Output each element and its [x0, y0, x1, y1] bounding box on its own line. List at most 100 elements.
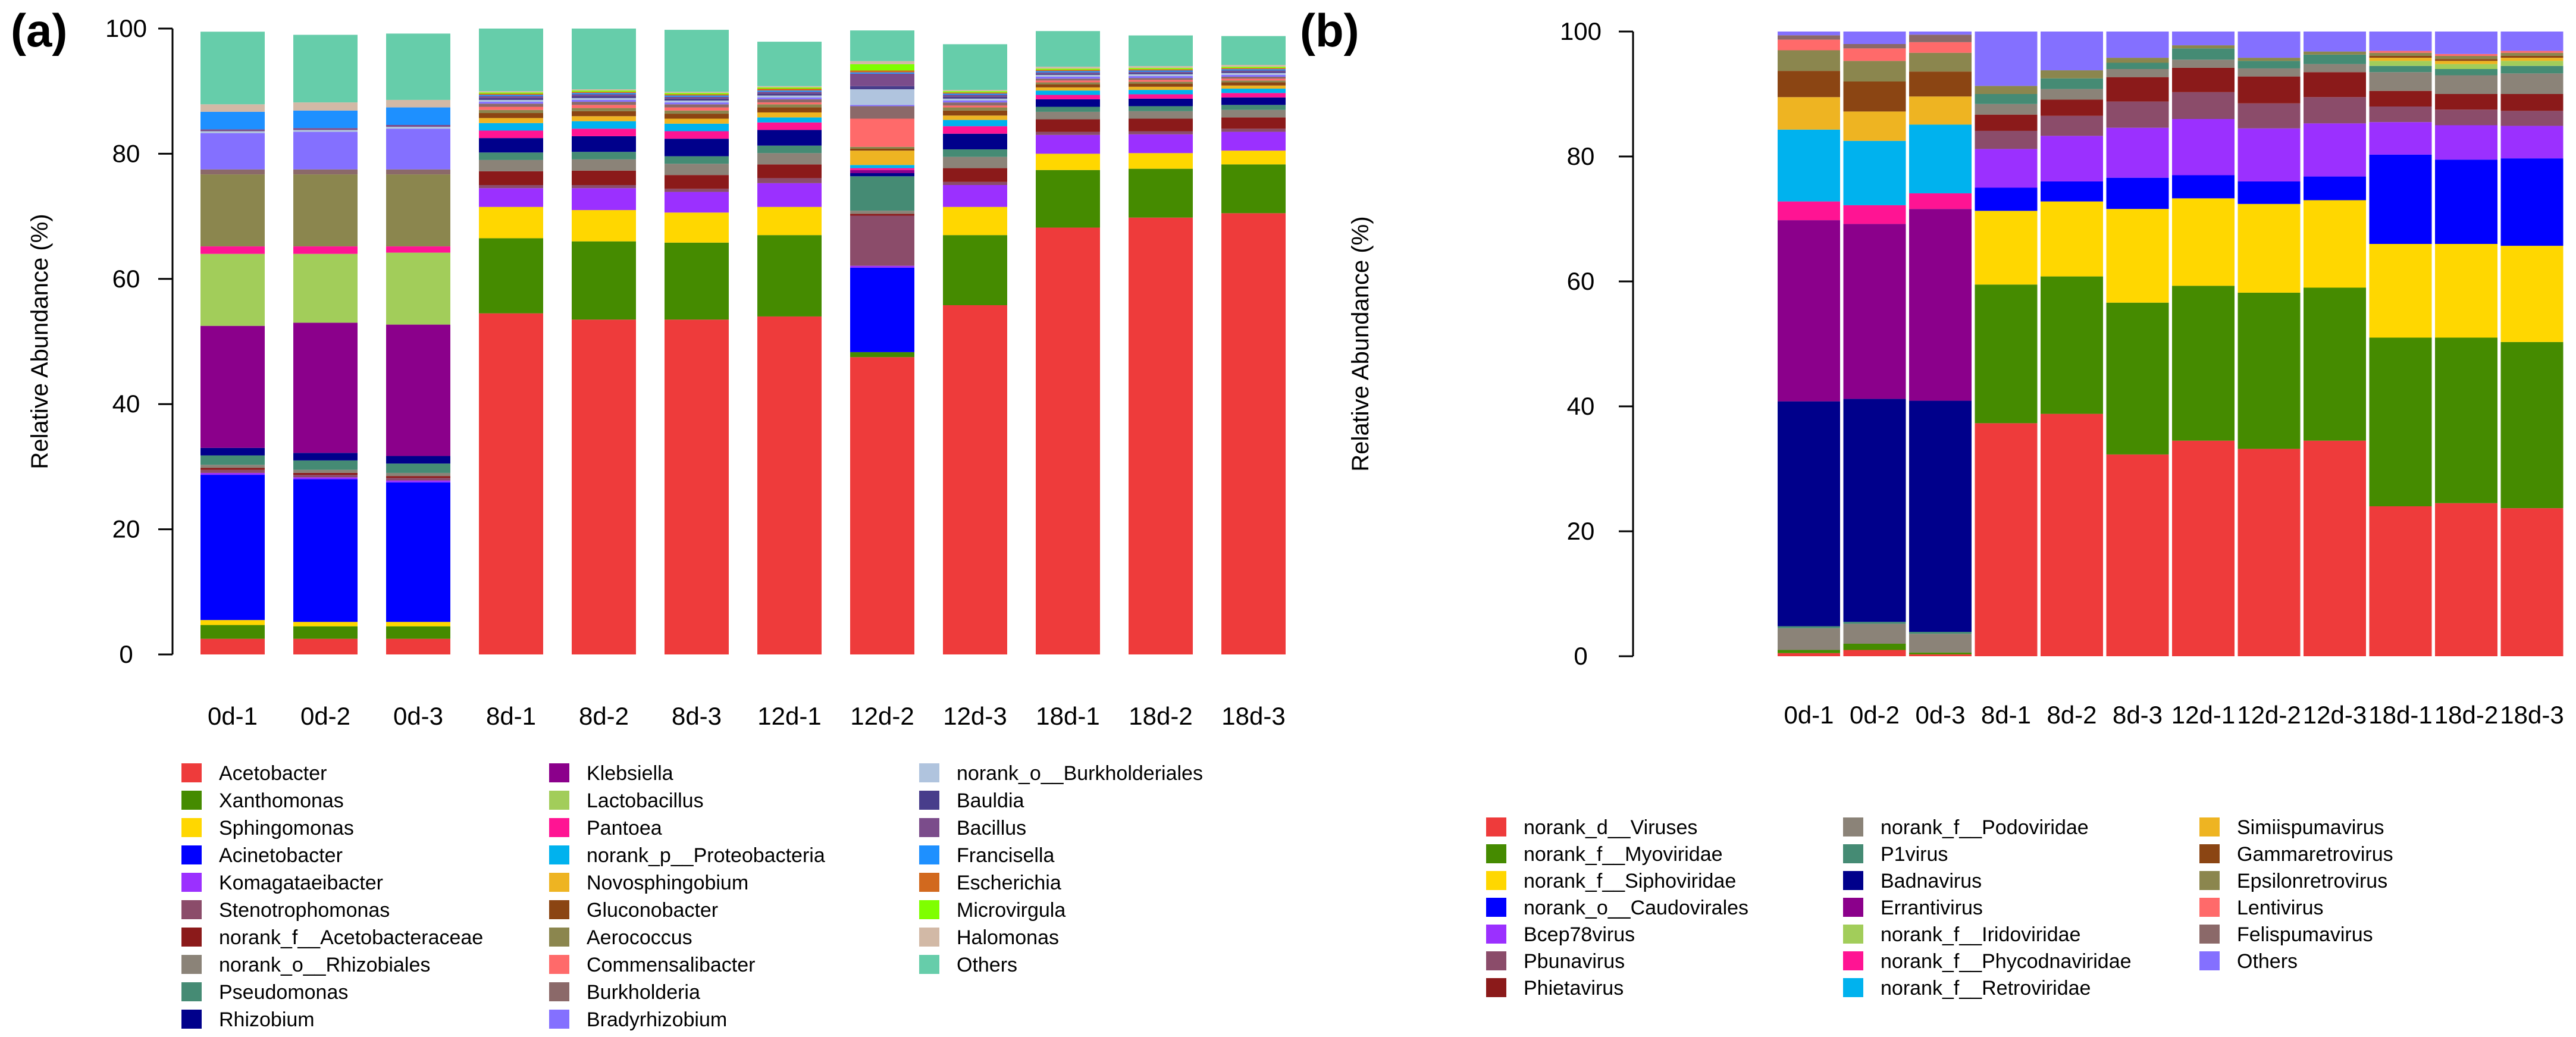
legend-item-norank-f-retroviridae: norank_f__Retroviridae [1843, 977, 2091, 1000]
segment-commensalibacter-18d-2 [1129, 80, 1193, 82]
segment-norank-o-burkholderiales-0d-2 [293, 130, 358, 132]
segment-phietavirus-8d-2 [2041, 99, 2103, 116]
segment-norank-o-caudovirales-18d-2 [2435, 159, 2497, 244]
segment-norank-o-caudovirales-12d-2 [2237, 181, 2301, 204]
segment-pantoea-18d-3 [1221, 93, 1286, 98]
legend-item-lentivirus: Lentivirus [2199, 897, 2324, 919]
legend-item-norank-f-acetobacteraceae: norank_f__Acetobacteraceae [181, 926, 483, 949]
segment-xanthomonas-18d-2 [1129, 168, 1193, 218]
segment-pantoea-12d-1 [757, 122, 822, 130]
segment-norank-o-caudovirales-12d-3 [2304, 176, 2366, 200]
segment-norank-f-siphoviridae-18d-3 [2500, 246, 2564, 342]
x-tick-label: 18d-1 [1036, 702, 1099, 730]
segment-lentivirus-0d-1 [1778, 39, 1840, 51]
segment-bcep78virus-8d-3 [2106, 127, 2169, 178]
legend-swatch [549, 1010, 569, 1029]
legend-swatch [919, 900, 939, 919]
segment-bauldia-18d-1 [1036, 73, 1100, 75]
segment-norank-f-podoviridae-0d-3 [1909, 634, 1972, 653]
segment-p1virus-0d-3 [1909, 632, 1972, 634]
segment-bradyrhizobium-18d-1 [1036, 77, 1100, 79]
segment-pbunavirus-12d-1 [2172, 92, 2235, 119]
segment-bacillus-12d-3 [943, 95, 1007, 97]
segment-epsilonretrovirus-8d-3 [2106, 58, 2169, 63]
segment-felispumavirus-0d-3 [1909, 35, 1972, 42]
segment-acinetobacter-0d-3 [386, 482, 450, 622]
legend-label: Bradyrhizobium [587, 1008, 727, 1031]
segment-norank-o-caudovirales-8d-2 [2041, 181, 2103, 202]
segment-rhizobium-12d-1 [757, 130, 822, 146]
legend-label: norank_f__Iridoviridae [1881, 923, 2080, 946]
segment-microvirgula-12d-1 [757, 87, 822, 89]
segment-norank-o-burkholderiales-18d-3 [1221, 73, 1286, 75]
segment-others-8d-2 [572, 29, 636, 90]
legend-label: Klebsiella [587, 762, 673, 785]
segment-bcep78virus-18d-2 [2435, 125, 2497, 160]
segment-gluconobacter-8d-1 [479, 113, 543, 118]
segment-burkholderia-18d-2 [1129, 78, 1193, 80]
y-tick-label: 0 [1574, 642, 1587, 670]
x-tick-label: 18d-1 [2368, 701, 2432, 729]
x-tick-label: 8d-3 [672, 702, 722, 730]
segment-xanthomonas-18d-3 [1221, 164, 1286, 214]
legend-label: Epsilonretrovirus [2237, 870, 2387, 892]
segment-klebsiella-0d-2 [293, 322, 358, 453]
legend-swatch [2199, 844, 2220, 863]
segment-escherichia-18d-3 [1221, 68, 1286, 70]
legend-swatch [2199, 951, 2220, 970]
segment-burkholderia-8d-1 [479, 104, 543, 107]
segment-pantoea-18d-2 [1129, 94, 1193, 99]
segment-badnavirus-0d-2 [1843, 399, 1906, 622]
segment-gluconobacter-12d-1 [757, 107, 822, 112]
segment-others-18d-3 [2500, 32, 2564, 51]
segment-bacillus-18d-2 [1129, 71, 1193, 73]
segment-bacillus-12d-1 [757, 92, 822, 94]
legend: Acetobacter Xanthomonas Sphingomonas Acinet… [181, 762, 1203, 1031]
bar-8d-3 [665, 30, 729, 654]
segment-norank-f-retroviridae-0d-1 [1778, 129, 1840, 202]
segment-norank-p-proteobacteria-12d-3 [943, 120, 1007, 127]
legend-label: norank_f__Retroviridae [1881, 977, 2091, 1000]
segment-norank-f-podoviridae-18d-3 [2500, 73, 2564, 94]
segment-pbunavirus-8d-1 [1975, 130, 2038, 149]
segment-epsilonretrovirus-12d-2 [2237, 58, 2301, 61]
bar-18d-2 [1129, 35, 1193, 655]
segment-epsilonretrovirus-0d-1 [1778, 50, 1840, 71]
segment-norank-f-acetobacteraceae-0d-2 [293, 472, 358, 475]
segment-phietavirus-8d-3 [2106, 77, 2169, 102]
segment-komagataeibacter-0d-3 [386, 480, 450, 483]
segment-norank-f-acetobacteraceae-18d-3 [1221, 117, 1286, 129]
segment-escherichia-8d-2 [572, 92, 636, 93]
segment-bradyrhizobium-8d-3 [665, 102, 729, 105]
segment-halomonas-0d-3 [386, 99, 450, 108]
segment-norank-d-viruses-0d-2 [1843, 650, 1906, 656]
segment-xanthomonas-8d-3 [665, 242, 729, 320]
segment-norank-f-myoviridae-12d-1 [2172, 286, 2235, 441]
segment-pantoea-0d-1 [200, 246, 265, 254]
segment-novosphingobium-12d-3 [943, 115, 1007, 120]
segment-lentivirus-0d-2 [1843, 48, 1906, 61]
segment-bacillus-8d-2 [572, 94, 636, 96]
segment-norank-f-podoviridae-8d-1 [1975, 104, 2038, 115]
bar-12d-3 [2304, 32, 2366, 656]
segment-others-18d-1 [1036, 31, 1100, 67]
legend-item-phietavirus: Phietavirus [1486, 977, 1624, 1000]
segment-stenotrophomonas-0d-2 [293, 475, 358, 478]
segment-sphingomonas-18d-3 [1221, 151, 1286, 165]
segment-norank-f-siphoviridae-8d-2 [2041, 201, 2103, 277]
segment-klebsiella-0d-3 [386, 324, 450, 456]
legend-swatch [549, 955, 569, 974]
segment-p1virus-8d-2 [2041, 78, 2103, 89]
segment-norank-f-acetobacteraceae-12d-2 [850, 214, 914, 216]
segment-phietavirus-18d-3 [2500, 94, 2564, 111]
segment-lentivirus-0d-3 [1909, 42, 1972, 53]
segment-aerococcus-8d-2 [572, 108, 636, 111]
x-tick-label: 12d-1 [2171, 701, 2235, 729]
legend-label: norank_o__Rhizobiales [219, 954, 430, 976]
legend-swatch [919, 791, 939, 810]
legend-swatch [181, 845, 202, 864]
x-tick-label: 8d-2 [579, 702, 629, 730]
segment-p1virus-0d-1 [1778, 626, 1840, 628]
segment-microvirgula-8d-1 [479, 92, 543, 94]
legend-label: Microvirgula [957, 899, 1066, 922]
